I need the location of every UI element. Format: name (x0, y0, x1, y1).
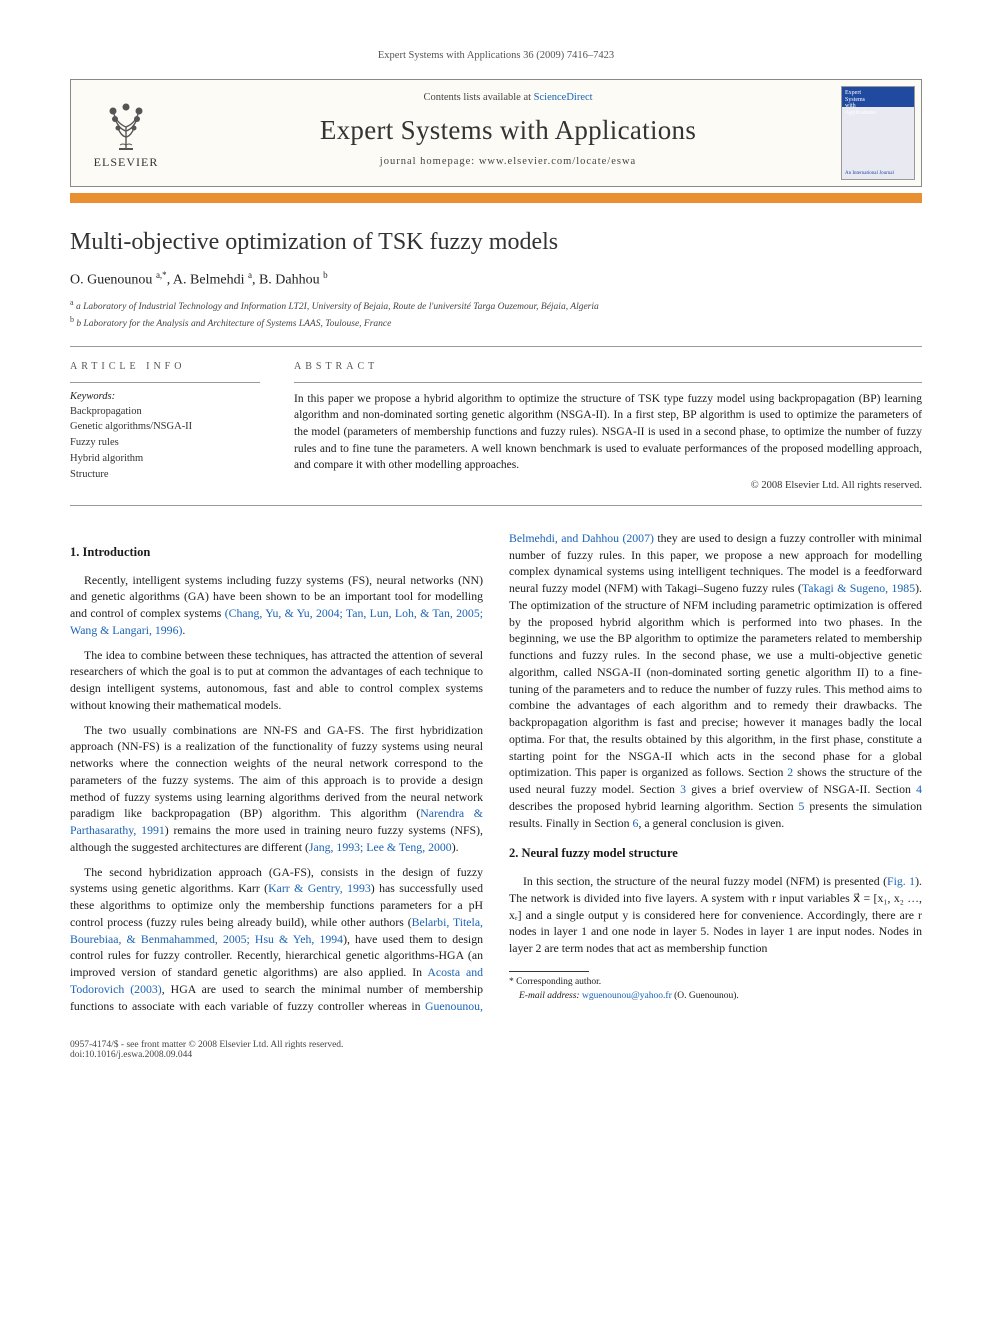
body-text: , a general conclusion is given. (638, 816, 784, 830)
elsevier-tree-icon (101, 97, 151, 151)
affiliation-a: a a Laboratory of Industrial Technology … (70, 297, 922, 314)
citation-link[interactable]: Jang, 1993; Lee & Teng, 2000 (309, 840, 452, 854)
separator-top (70, 346, 922, 347)
page-footer: 0957-4174/$ - see front matter © 2008 El… (70, 1032, 922, 1060)
keyword-item: Genetic algorithms/NSGA-II (70, 419, 260, 435)
section-link[interactable]: 4 (916, 782, 922, 796)
section-1-title: 1. Introduction (70, 544, 483, 562)
keyword-item: Structure (70, 467, 260, 483)
footer-doi: doi:10.1016/j.eswa.2008.09.044 (70, 1050, 343, 1060)
publisher-name: ELSEVIER (94, 155, 159, 170)
abstract-head: ABSTRACT (294, 361, 922, 372)
article-info-head: ARTICLE INFO (70, 361, 260, 372)
corresponding-author: * Corresponding author. (509, 976, 922, 988)
email-line: E-mail address: wguenounou@yahoo.fr (O. … (509, 990, 922, 1002)
body-text: In this section, the structure of the ne… (523, 874, 887, 888)
email-link[interactable]: wguenounou@yahoo.fr (582, 991, 672, 1001)
homepage-prefix: journal homepage: (380, 156, 479, 167)
cover-line1: Expert (845, 90, 911, 97)
contents-available-line: Contents lists available at ScienceDirec… (189, 92, 827, 103)
cover-line2: Systems (845, 97, 911, 104)
body-text: ). (452, 840, 459, 854)
body-paragraph: In this section, the structure of the ne… (509, 873, 922, 957)
email-who: (O. Guenounou). (672, 991, 739, 1001)
keywords-label: Keywords: (70, 391, 260, 402)
keywords-list: Backpropagation Genetic algorithms/NSGA-… (70, 404, 260, 483)
sciencedirect-link[interactable]: ScienceDirect (534, 92, 593, 103)
body-paragraph: The two usually combinations are NN-FS a… (70, 722, 483, 856)
body-text: ). The optimization of the structure of … (509, 581, 922, 779)
cover-subtitle: An International Journal (845, 171, 894, 176)
accent-bar (70, 193, 922, 203)
footnote-block: * Corresponding author. E-mail address: … (509, 971, 922, 1003)
citation-link[interactable]: Karr & Gentry, 1993 (268, 881, 371, 895)
keyword-item: Fuzzy rules (70, 435, 260, 451)
homepage-url[interactable]: www.elsevier.com/locate/eswa (479, 156, 636, 167)
cover-thumbnail-cell: Expert Systems with Applications An Inte… (835, 80, 921, 186)
body-columns: 1. Introduction Recently, intelligent sy… (70, 530, 922, 1015)
body-text: . (182, 623, 185, 637)
footnote-separator (509, 971, 589, 972)
running-head: Expert Systems with Applications 36 (200… (70, 50, 922, 61)
cover-line3: with (845, 103, 911, 110)
keyword-item: Hybrid algorithm (70, 451, 260, 467)
body-text: describes the proposed hybrid learning a… (509, 799, 799, 813)
cover-line4: Applications (845, 110, 911, 117)
journal-header: ELSEVIER Contents lists available at Sci… (70, 79, 922, 187)
separator-abstract (294, 382, 922, 383)
abstract-text: In this paper we propose a hybrid algori… (294, 391, 922, 474)
keyword-item: Backpropagation (70, 404, 260, 420)
journal-title: Expert Systems with Applications (189, 115, 827, 146)
authors-line: O. Guenounou a,*, A. Belmehdi a, B. Dahh… (70, 270, 922, 289)
affiliation-b: b b Laboratory for the Analysis and Arch… (70, 314, 922, 331)
copyright-line: © 2008 Elsevier Ltd. All rights reserved… (294, 480, 922, 491)
body-paragraph: The idea to combine between these techni… (70, 647, 483, 714)
body-text: gives a brief overview of NSGA-II. Secti… (686, 782, 916, 796)
section-2-title: 2. Neural fuzzy model structure (509, 845, 922, 863)
journal-homepage: journal homepage: www.elsevier.com/locat… (189, 156, 827, 167)
email-label: E-mail address: (519, 991, 582, 1001)
citation-link[interactable]: (2003) (130, 982, 161, 996)
separator-info (70, 382, 260, 383)
figure-link[interactable]: Fig. 1 (887, 874, 915, 888)
separator-bottom (70, 505, 922, 506)
contents-prefix: Contents lists available at (423, 92, 533, 103)
cover-thumbnail: Expert Systems with Applications An Inte… (841, 86, 915, 180)
publisher-logo: ELSEVIER (71, 80, 181, 186)
article-title: Multi-objective optimization of TSK fuzz… (70, 229, 922, 256)
body-paragraph: Recently, intelligent systems including … (70, 572, 483, 639)
citation-link[interactable]: Takagi & Sugeno, 1985 (802, 581, 915, 595)
footer-front-matter: 0957-4174/$ - see front matter © 2008 El… (70, 1040, 343, 1050)
